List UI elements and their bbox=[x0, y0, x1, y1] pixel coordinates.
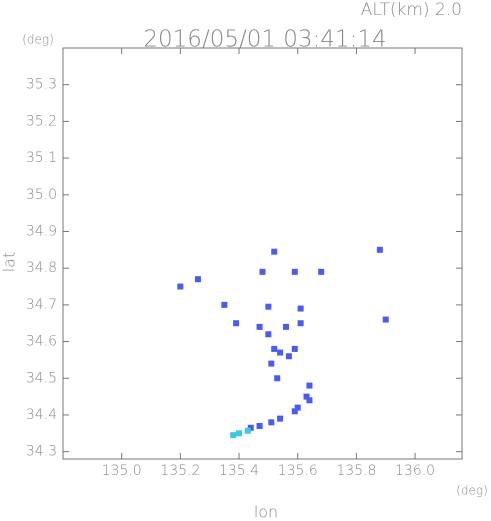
y-tick-label: 34.5 bbox=[26, 370, 57, 386]
y-tick-label: 34.4 bbox=[26, 407, 57, 423]
echo-cell bbox=[268, 419, 275, 426]
echo-cell bbox=[221, 301, 228, 308]
y-tick-label: 35.2 bbox=[26, 113, 57, 129]
altitude-label: ALT(km) 2.0 bbox=[361, 0, 462, 20]
echo-cell bbox=[294, 404, 301, 411]
plot-frame bbox=[62, 47, 463, 460]
echo-cell bbox=[271, 345, 278, 352]
echo-cell bbox=[282, 323, 289, 330]
x-unit: (deg) bbox=[456, 484, 488, 498]
echo-cell bbox=[236, 430, 243, 437]
echo-cell bbox=[256, 422, 263, 429]
y-tick-label: 35.0 bbox=[26, 187, 57, 203]
echo-cell bbox=[277, 349, 284, 356]
echo-cell bbox=[318, 268, 325, 275]
echo-cell bbox=[291, 268, 298, 275]
echo-cell bbox=[277, 415, 284, 422]
echo-cell bbox=[244, 427, 251, 434]
echo-cell bbox=[268, 360, 275, 367]
x-tick-label: 135.2 bbox=[160, 463, 200, 479]
echo-cell bbox=[177, 283, 184, 290]
echo-cell bbox=[297, 305, 304, 312]
x-tick-label: 135.6 bbox=[278, 463, 318, 479]
y-axis-label: lat bbox=[0, 252, 19, 273]
y-tick-label: 35.1 bbox=[26, 150, 57, 166]
echo-cell bbox=[303, 393, 310, 400]
echo-cell bbox=[271, 248, 278, 255]
echo-cell bbox=[285, 353, 292, 360]
echo-cell bbox=[194, 276, 201, 283]
x-tick-label: 135.8 bbox=[336, 463, 376, 479]
echo-cell bbox=[265, 303, 272, 310]
echo-cell bbox=[306, 382, 313, 389]
x-tick-label: 136.0 bbox=[395, 463, 435, 479]
echo-cell bbox=[259, 268, 266, 275]
echo-cell bbox=[230, 432, 237, 439]
echo-cell bbox=[306, 397, 313, 404]
y-tick-label: 34.8 bbox=[26, 260, 57, 276]
y-tick-label: 34.6 bbox=[26, 334, 57, 350]
echo-cell bbox=[265, 331, 272, 338]
y-unit: (deg) bbox=[22, 33, 54, 47]
echo-cell bbox=[376, 246, 383, 253]
y-tick-label: 34.7 bbox=[26, 297, 57, 313]
x-tick-label: 135.4 bbox=[219, 463, 259, 479]
echo-cell bbox=[297, 320, 304, 327]
y-tick-label: 35.3 bbox=[26, 77, 57, 93]
x-axis-label: lon bbox=[254, 503, 278, 521]
echo-cell bbox=[291, 345, 298, 352]
echo-cell bbox=[382, 316, 389, 323]
y-tick-label: 34.9 bbox=[26, 223, 57, 239]
echo-cell bbox=[256, 323, 263, 330]
y-tick-label: 34.3 bbox=[26, 444, 57, 460]
echo-cell bbox=[233, 320, 240, 327]
x-tick-label: 135.0 bbox=[102, 463, 142, 479]
echo-cell bbox=[274, 375, 281, 382]
echo-cell bbox=[291, 408, 298, 415]
